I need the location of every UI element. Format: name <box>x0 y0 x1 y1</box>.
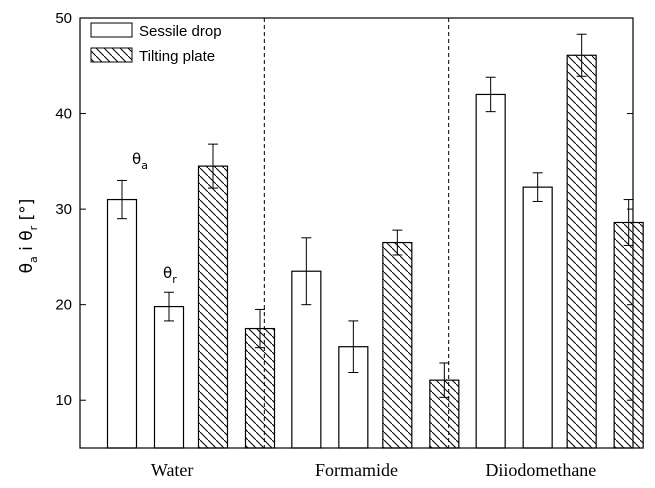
x-category-label: Diiodomethane <box>485 460 596 480</box>
error-bars <box>117 33 634 398</box>
y-tick-label: 40 <box>55 106 72 123</box>
annotation-theta-r: θr <box>163 264 177 286</box>
plot-frame <box>79 17 634 449</box>
bar <box>382 241 413 449</box>
x-category-label: Water <box>151 460 194 480</box>
legend-label-tilting-plate: Tilting plate <box>139 48 215 65</box>
bar <box>566 54 597 449</box>
legend: Sessile drop Tilting plate <box>90 22 222 65</box>
legend-swatch-tilting-plate <box>90 47 133 63</box>
y-axis-label: θa i θr [°] <box>17 199 40 274</box>
bars <box>106 54 644 449</box>
y-tick-label: 30 <box>55 201 72 218</box>
bar <box>197 165 229 449</box>
y-tick-label: 50 <box>55 10 72 27</box>
bar <box>475 93 506 449</box>
legend-swatch-sessile-drop <box>90 22 133 38</box>
y-tick-label: 20 <box>55 297 72 314</box>
x-category-label: Formamide <box>315 460 398 480</box>
bar <box>613 221 644 449</box>
x-axis: Water Formamide Diiodomethane <box>151 460 596 480</box>
bar <box>153 305 185 449</box>
y-axis: 10 20 30 40 50 <box>55 10 633 409</box>
annotation-theta-a: θa <box>132 150 148 172</box>
legend-label-sessile-drop: Sessile drop <box>139 23 222 40</box>
y-tick-label: 10 <box>55 392 72 409</box>
bar <box>106 198 138 449</box>
bar <box>522 186 553 449</box>
